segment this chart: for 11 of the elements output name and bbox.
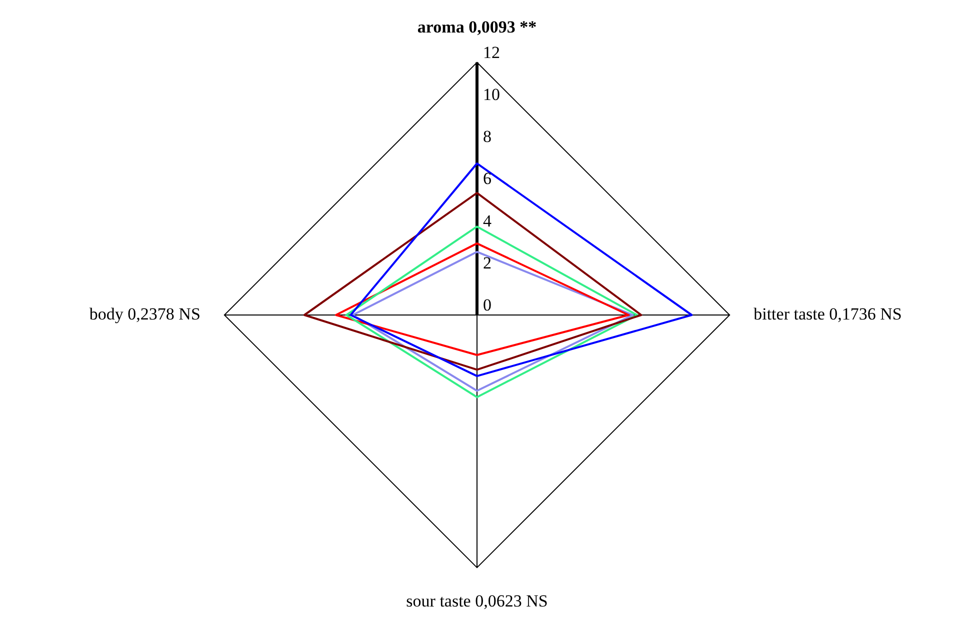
spoke-label: sour taste 0,0623 NS [406, 591, 548, 610]
y-tick-label: 4 [483, 211, 492, 230]
y-tick-label: 12 [483, 42, 500, 62]
y-tick-label: 8 [483, 127, 492, 146]
spoke-label: bitter taste 0,1736 NS [754, 304, 902, 324]
y-tick-label: 10 [483, 84, 500, 104]
y-tick-label: 6 [483, 169, 492, 188]
y-tick-label: 2 [483, 253, 492, 272]
spoke-label: body 0,2378 NS [89, 304, 200, 324]
y-tick-label: 0 [483, 295, 492, 314]
spoke-label: aroma 0,0093 ** [417, 18, 537, 37]
